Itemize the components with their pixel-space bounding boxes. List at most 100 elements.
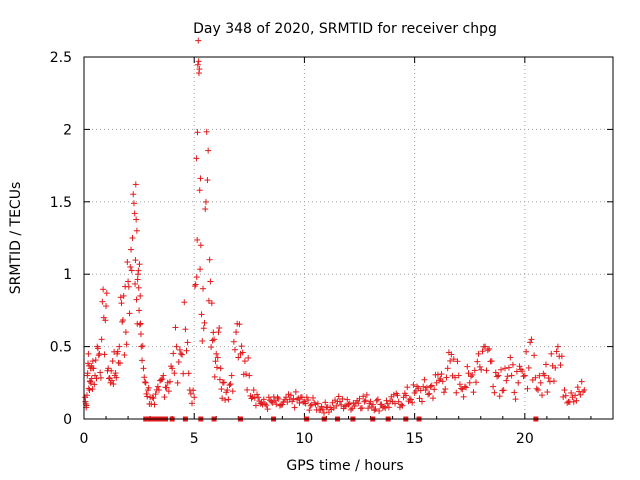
data-point-fill: [168, 363, 175, 370]
data-point-fill: [97, 369, 104, 376]
data-point: [206, 256, 213, 263]
data-point-fill: [125, 283, 132, 290]
data-point: [215, 329, 222, 336]
data-point-fill: [83, 392, 90, 399]
data-point-fill: [463, 384, 470, 391]
data-point-fill: [244, 386, 251, 393]
data-point-fill: [149, 394, 156, 401]
data-point-fill: [570, 398, 577, 405]
data-point-fill: [294, 396, 301, 403]
data-point-fill: [223, 389, 230, 396]
data-point-fill: [423, 384, 430, 391]
data-point-fill: [95, 352, 102, 359]
data-point-fill: [130, 191, 137, 198]
data-point-fill: [175, 358, 182, 365]
data-point-fill: [511, 389, 518, 396]
data-point-fill: [198, 311, 205, 318]
data-point-fill: [229, 388, 236, 395]
data-point-fill: [144, 393, 151, 400]
data-point-fill: [351, 403, 358, 410]
data-point-fill: [410, 381, 417, 388]
data-point-fill: [264, 406, 271, 413]
data-point-fill: [544, 389, 551, 396]
y-tick-label: 0.5: [50, 340, 72, 356]
chart-title: Day 348 of 2020, SRMTID for receiver chp…: [193, 21, 497, 37]
data-points: [82, 37, 588, 422]
data-point-fill: [392, 400, 399, 407]
data-point: [193, 155, 200, 162]
data-point: [129, 235, 136, 241]
data-point-fill: [203, 128, 210, 135]
y-tick-label: 2: [63, 122, 72, 138]
data-point-fill: [201, 319, 208, 326]
data-point-fill: [447, 357, 454, 364]
data-point-fill: [382, 404, 389, 411]
data-point-fill: [191, 283, 198, 290]
data-point: [228, 372, 235, 379]
data-point: [515, 379, 522, 386]
data-point-fill: [550, 378, 557, 385]
data-point-fill: [377, 401, 384, 408]
data-point: [191, 394, 198, 401]
data-point-fill: [174, 379, 181, 386]
data-point-fill: [124, 259, 131, 266]
data-point: [444, 365, 451, 372]
data-point-fill: [218, 386, 225, 393]
data-point-fill: [210, 329, 217, 336]
data-point-fill: [496, 393, 503, 400]
data-point-fill: [537, 379, 544, 386]
data-point-fill: [355, 400, 362, 407]
data-point-fill: [252, 402, 259, 409]
data-point-fill: [135, 284, 142, 291]
data-point-fill: [354, 397, 361, 404]
data-point-fill: [425, 391, 432, 398]
data-point-fill: [211, 373, 218, 380]
data-point-fill: [471, 367, 478, 374]
data-point-fill: [161, 394, 168, 401]
data-point: [217, 365, 224, 372]
data-point-fill: [126, 310, 133, 317]
data-point-fill: [580, 388, 587, 395]
data-point-fill: [319, 406, 326, 413]
y-axis-title: SRMTID / TECUs: [8, 182, 24, 295]
data-point-fill: [113, 374, 120, 381]
data-point-fill: [500, 387, 507, 394]
data-point-fill: [200, 325, 207, 332]
data-point-fill: [339, 395, 346, 402]
data-point: [195, 58, 202, 65]
data-point: [250, 387, 257, 394]
data-point-fill: [197, 266, 204, 273]
data-point-fill: [478, 366, 485, 373]
data-point-fill: [278, 401, 285, 408]
data-point-fill: [212, 358, 219, 365]
data-point: [136, 307, 143, 314]
data-point: [211, 336, 218, 343]
data-point: [116, 343, 123, 350]
data-point-fill: [303, 394, 310, 401]
data-point-fill: [176, 346, 183, 353]
data-point-fill: [197, 175, 204, 182]
data-point-fill: [92, 357, 99, 364]
data-point-fill: [166, 378, 173, 385]
data-point-fill: [456, 381, 463, 388]
data-point: [173, 343, 180, 350]
data-point-fill: [121, 351, 128, 358]
data-point-fill: [135, 267, 142, 274]
data-point-fill: [205, 147, 212, 154]
data-point: [194, 129, 201, 136]
data-point-fill: [372, 406, 379, 413]
x-tick-label: 5: [190, 431, 199, 447]
data-point-fill: [542, 361, 549, 368]
data-point-fill: [226, 382, 233, 389]
data-point: [241, 358, 248, 365]
data-point: [96, 350, 103, 357]
data-point: [202, 206, 209, 213]
data-point-fill: [453, 389, 460, 396]
data-point-fill: [533, 385, 540, 392]
data-point-fill: [309, 394, 316, 401]
data-point-fill: [102, 317, 109, 324]
data-point-fill: [139, 357, 146, 364]
data-point-fill: [365, 405, 372, 412]
data-point: [466, 379, 473, 386]
